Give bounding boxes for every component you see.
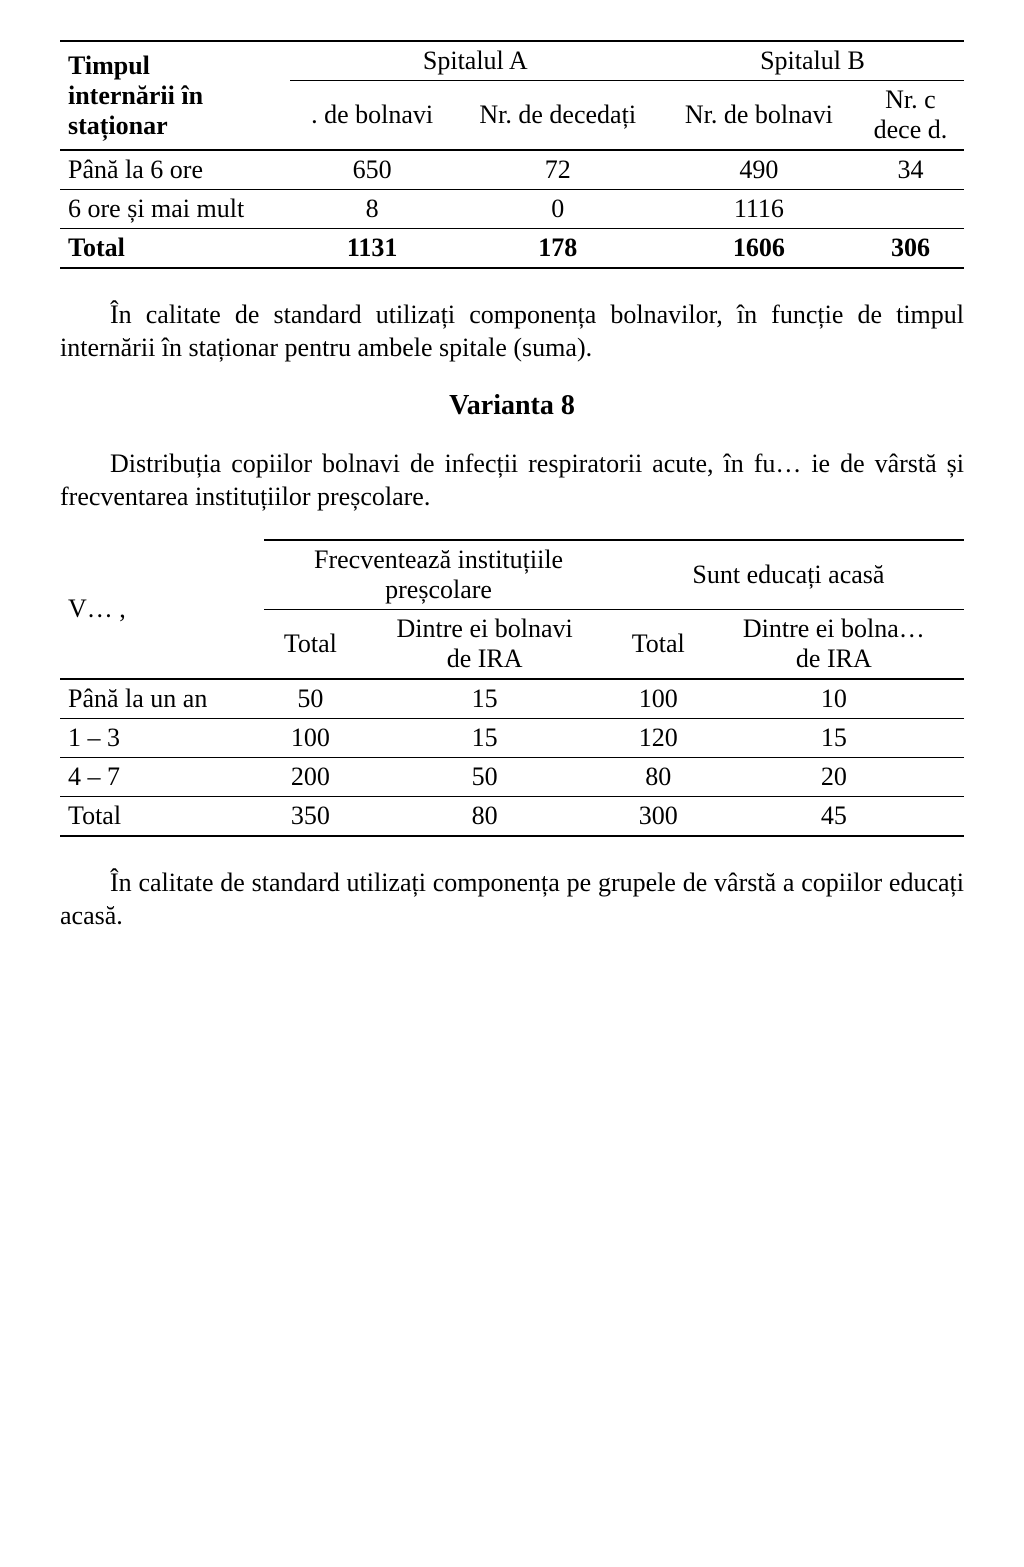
t1-col-b1: Nr. de bolnavi [661,81,857,151]
t1-col-b2: Nr. c dece d. [857,81,964,151]
t2-rowheader: V… , [60,540,264,679]
t1-col-a1: . de bolnavi [290,81,455,151]
t2-r2-label: 4 – 7 [60,758,264,797]
table-row: Total 1131 178 1606 306 [60,229,964,269]
table-row: 6 ore și mai mult 8 0 1116 [60,190,964,229]
t1-r2-a1: 1131 [290,229,455,269]
table-row: Până la 6 ore 650 72 490 34 [60,150,964,190]
table-children: V… , Frecventează instituțiile preșcolar… [60,539,964,837]
t2-group-a: Frecventează instituțiile preșcolare [264,540,613,610]
t1-r1-a1: 8 [290,190,455,229]
t1-rowheader-l2: internării în [68,81,203,110]
t2-r1-a1: 100 [264,719,356,758]
table-row: 4 – 7 200 50 80 20 [60,758,964,797]
t1-group-a: Spitalul A [290,41,661,81]
t2-col-b2-l1: Dintre ei bolna… [743,614,925,643]
t1-r2-label: Total [60,229,290,269]
t1-r1-b1: 1116 [661,190,857,229]
t1-r2-a2: 178 [455,229,661,269]
table-hospitals: Timpul internării în staționar Spitalul … [60,40,964,269]
t2-r1-b1: 120 [613,719,704,758]
t1-r0-b1: 490 [661,150,857,190]
paragraph-2: Distribuția copiilor bolnavi de infecții… [60,448,964,513]
t2-r1-b2: 15 [704,719,964,758]
t1-group-b: Spitalul B [661,41,964,81]
t2-r2-b1: 80 [613,758,704,797]
t2-group-b: Sunt educați acasă [613,540,964,610]
t1-r0-b2: 34 [857,150,964,190]
t1-rowheader-l3: staționar [68,111,168,140]
t1-r0-a1: 650 [290,150,455,190]
t1-r2-b1: 1606 [661,229,857,269]
t2-col-a2-l1: Dintre ei bolnavi [397,614,573,643]
t2-r3-label: Total [60,797,264,837]
t2-r0-a1: 50 [264,679,356,719]
t2-r3-b1: 300 [613,797,704,837]
t2-col-b2: Dintre ei bolna… de IRA [704,610,964,680]
t1-col-b2-l1: Nr. c [885,85,936,114]
t2-r1-label: 1 – 3 [60,719,264,758]
t1-col-b2-l2: dece d. [874,115,948,144]
t2-r0-b2: 10 [704,679,964,719]
t1-r1-label: 6 ore și mai mult [60,190,290,229]
t2-col-a2: Dintre ei bolnavi de IRA [356,610,612,680]
t2-r2-a2: 50 [356,758,612,797]
t2-col-b1: Total [613,610,704,680]
t1-rowheader: Timpul internării în staționar [60,41,290,150]
t2-r2-b2: 20 [704,758,964,797]
t2-r3-b2: 45 [704,797,964,837]
page: Timpul internării în staționar Spitalul … [0,0,1024,1567]
table-row: Total 350 80 300 45 [60,797,964,837]
t1-r1-b2 [857,190,964,229]
t1-rowheader-l1: Timpul [68,51,150,80]
t1-col-a2: Nr. de decedați [455,81,661,151]
t2-r0-label: Până la un an [60,679,264,719]
t2-col-a1: Total [264,610,356,680]
t2-r3-a1: 350 [264,797,356,837]
t2-r0-b1: 100 [613,679,704,719]
t1-r0-a2: 72 [455,150,661,190]
t1-r1-a2: 0 [455,190,661,229]
t2-r3-a2: 80 [356,797,612,837]
paragraph-1: În calitate de standard utilizați compon… [60,299,964,364]
t2-group-a-l1: Frecventează instituțiile [314,545,563,574]
t2-group-a-l2: preșcolare [385,575,492,604]
t2-r2-a1: 200 [264,758,356,797]
t1-r2-b2: 306 [857,229,964,269]
t2-r1-a2: 15 [356,719,612,758]
t1-r0-label: Până la 6 ore [60,150,290,190]
table-row: 1 – 3 100 15 120 15 [60,719,964,758]
t2-r0-a2: 15 [356,679,612,719]
heading-varianta: Varianta 8 [60,390,964,422]
table-row: Până la un an 50 15 100 10 [60,679,964,719]
paragraph-3: În calitate de standard utilizați compon… [60,867,964,932]
t2-col-a2-l2: de IRA [447,644,523,673]
t2-col-b2-l2: de IRA [796,644,872,673]
